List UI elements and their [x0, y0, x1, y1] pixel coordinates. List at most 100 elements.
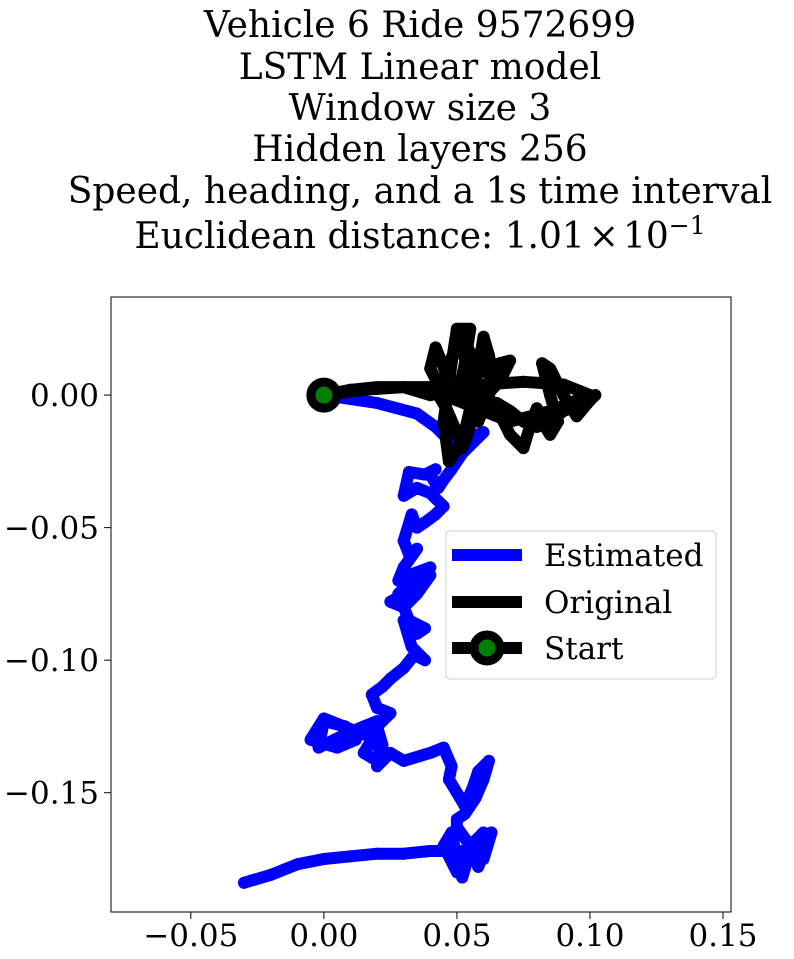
data-point-estimated [411, 521, 423, 534]
data-point-estimated [349, 733, 362, 746]
distance-exponent: −1 [669, 211, 706, 240]
data-point-estimated [405, 574, 418, 587]
data-point-estimated [384, 595, 397, 608]
data-point-original [461, 428, 474, 441]
distance-mantissa: 1.01 [505, 216, 585, 257]
data-point-original [530, 420, 543, 433]
data-point-estimated [238, 876, 250, 889]
data-point-estimated [397, 662, 410, 675]
data-point-original [557, 378, 570, 391]
data-point-original [397, 381, 410, 394]
data-point-original [544, 389, 557, 402]
distance-base: 10 [623, 216, 669, 257]
data-point-original [530, 402, 543, 415]
title-line-5: Speed, heading, and a 1s time interval [68, 171, 773, 212]
data-point-original [490, 397, 503, 409]
data-point-estimated [384, 746, 397, 759]
legend-label-original: Original [544, 585, 672, 621]
data-point-original [424, 362, 437, 375]
data-point-estimated [411, 587, 423, 600]
data-point-estimated [477, 773, 490, 786]
data-point-estimated [450, 845, 463, 857]
y-tick-label: 0.00 [30, 378, 99, 414]
data-point-original [437, 415, 450, 428]
series-original [317, 322, 602, 468]
data-point-original [437, 373, 450, 386]
data-point-estimated [371, 397, 384, 409]
data-point-original [458, 357, 471, 370]
data-point-original [557, 405, 570, 417]
data-point-estimated [424, 487, 437, 500]
data-point-original [570, 410, 583, 423]
data-point-estimated [403, 466, 415, 478]
plot-frame [110, 296, 732, 913]
data-point-original [464, 391, 477, 404]
data-point-estimated [482, 834, 495, 847]
data-point-estimated [419, 468, 431, 481]
data-point-estimated [411, 627, 423, 640]
data-point-estimated [424, 845, 437, 857]
data-point-estimated [339, 728, 352, 741]
chart-title: Vehicle 6 Ride 9572699 LSTM Linear model… [68, 5, 773, 257]
data-point-estimated [317, 853, 330, 865]
data-point-estimated [331, 741, 344, 754]
legend-swatch-start-marker [469, 630, 505, 666]
data-point-original [445, 352, 458, 364]
data-point-estimated [365, 688, 378, 701]
data-point-estimated [477, 426, 490, 439]
data-point-estimated [317, 715, 330, 728]
data-point-original [477, 378, 490, 391]
data-point-original [504, 354, 517, 367]
data-point-estimated [384, 672, 397, 685]
data-point-original [440, 402, 453, 415]
data-point-estimated [291, 858, 304, 871]
data-point-original [544, 415, 557, 428]
data-point-estimated [371, 760, 384, 773]
data-point-original [442, 455, 455, 468]
data-point-estimated [397, 754, 410, 767]
data-point-estimated [371, 701, 384, 714]
plot-series [238, 322, 602, 889]
data-point-estimated [469, 792, 482, 804]
x-tick-label: 0.15 [689, 918, 758, 954]
data-point-original [477, 394, 490, 407]
data-point-original [453, 330, 466, 343]
data-point-estimated [437, 500, 450, 513]
y-tick-label: −0.15 [4, 776, 99, 812]
data-point-estimated [392, 574, 405, 587]
data-point-estimated [384, 707, 397, 720]
y-tick-label: −0.10 [4, 643, 99, 679]
title-line-1: Vehicle 6 Ride 9572699 [203, 5, 636, 46]
data-point-estimated [312, 741, 325, 754]
data-point-estimated [437, 741, 450, 754]
data-point-estimated [397, 489, 410, 502]
data-point-estimated [344, 850, 357, 863]
data-point-estimated [408, 648, 421, 661]
data-point-estimated [376, 680, 389, 693]
title-line-distance: Euclidean distance: 1.01 × 10−1 [134, 211, 705, 257]
data-point-estimated [397, 601, 410, 614]
data-point-original [544, 405, 557, 417]
data-point-estimated [424, 569, 437, 582]
data-point-original [482, 367, 495, 380]
x-tick-label: 0.05 [422, 918, 491, 954]
data-point-original [544, 362, 557, 375]
distance-prefix: Euclidean distance: [134, 216, 504, 257]
data-point-estimated [371, 847, 384, 860]
data-point-original [448, 420, 461, 433]
data-point-estimated [397, 614, 410, 627]
data-point-estimated [411, 481, 423, 494]
data-point-estimated [445, 760, 458, 773]
data-point-estimated [442, 773, 455, 786]
data-point-estimated [437, 839, 450, 852]
data-point-estimated [357, 720, 370, 733]
data-point-estimated [304, 733, 317, 746]
x-tick-label: 0.10 [555, 918, 624, 954]
title-line-4: Hidden layers 256 [252, 129, 587, 170]
data-point-estimated [466, 781, 479, 794]
data-point-original [456, 442, 469, 455]
data-point-original [357, 383, 370, 396]
data-point-original [429, 341, 442, 354]
data-point-estimated [456, 871, 469, 884]
data-point-original [472, 415, 485, 428]
